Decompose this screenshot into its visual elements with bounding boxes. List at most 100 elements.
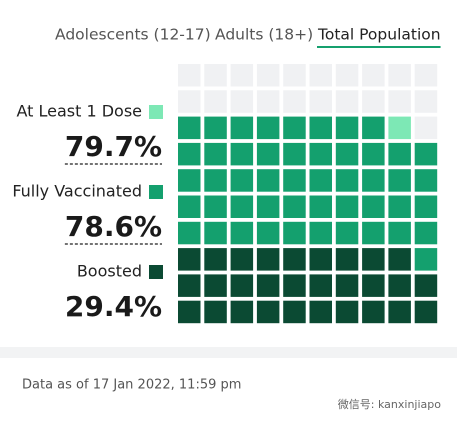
waffle-cell	[204, 195, 227, 218]
waffle-cell	[178, 221, 201, 245]
waffle-cell	[414, 195, 438, 218]
waffle-cell	[335, 221, 359, 245]
waffle-cell	[362, 116, 385, 140]
waffle-cell	[283, 169, 306, 192]
waffle-cell	[204, 221, 227, 245]
waffle-cell	[178, 142, 201, 166]
empty-cell	[335, 90, 359, 113]
waffle-cell	[230, 116, 254, 140]
waffle-cell	[388, 195, 411, 218]
empty-cell	[309, 90, 332, 113]
waffle-cell	[414, 142, 438, 166]
waffle-cell	[256, 195, 280, 218]
waffle-cell	[362, 300, 385, 324]
waffle-cell	[414, 248, 438, 271]
waffle-cell	[178, 300, 201, 324]
waffle-cell	[309, 142, 332, 166]
empty-cell	[309, 64, 332, 87]
waffle-cell	[204, 274, 227, 297]
empty-cell	[204, 64, 227, 87]
empty-cell	[204, 90, 227, 113]
waffle-cell	[388, 142, 411, 166]
waffle-cell	[362, 142, 385, 166]
waffle-cell	[335, 195, 359, 218]
waffle-cell	[256, 142, 280, 166]
value-label: 29.4%	[65, 290, 162, 323]
waffle-cell	[230, 142, 254, 166]
waffle-cell	[388, 300, 411, 324]
waffle-cell	[256, 221, 280, 245]
waffle-cell	[178, 195, 201, 218]
waffle-cell	[230, 248, 254, 271]
waffle-cell	[388, 169, 411, 192]
empty-cell	[256, 64, 280, 87]
waffle-cell	[335, 116, 359, 140]
empty-cell	[335, 64, 359, 87]
empty-cell	[283, 90, 306, 113]
legend-swatch	[149, 265, 163, 279]
waffle-cell	[283, 248, 306, 271]
waffle-cell	[309, 195, 332, 218]
waffle-cell	[388, 248, 411, 271]
empty-cell	[414, 116, 438, 140]
empty-cell	[388, 90, 411, 113]
waffle-cell	[178, 169, 201, 192]
tab[interactable]: Total Population	[317, 26, 441, 44]
waffle-cell	[204, 248, 227, 271]
empty-cell	[414, 90, 438, 113]
divider-band	[0, 347, 457, 358]
empty-cell	[388, 64, 411, 87]
waffle-cell	[204, 300, 227, 324]
waffle-cell	[256, 274, 280, 297]
series-label: Boosted	[77, 262, 142, 281]
empty-cell	[414, 64, 438, 87]
waffle-cell	[335, 300, 359, 324]
waffle-cell	[283, 195, 306, 218]
waffle-cell	[204, 142, 227, 166]
waffle-cell	[256, 116, 280, 140]
waffle-cell	[178, 274, 201, 297]
waffle-cell	[204, 116, 227, 140]
watermark: 微信号: kanxinjiapo	[338, 397, 441, 411]
empty-cell	[362, 90, 385, 113]
series-label: At Least 1 Dose	[16, 102, 142, 121]
waffle-cell	[388, 221, 411, 245]
waffle-cell	[335, 274, 359, 297]
waffle-cell	[362, 274, 385, 297]
waffle-cell	[362, 195, 385, 218]
footer-note: Data as of 17 Jan 2022, 11:59 pm	[22, 378, 241, 393]
tab[interactable]: Adults (18+)	[215, 26, 313, 44]
empty-cell	[256, 90, 280, 113]
waffle-cell	[362, 221, 385, 245]
waffle-cell	[414, 300, 438, 324]
empty-cell	[283, 64, 306, 87]
waffle-cell	[309, 274, 332, 297]
waffle-cell	[362, 169, 385, 192]
waffle-cell	[309, 169, 332, 192]
waffle-cell	[414, 221, 438, 245]
waffle-cell	[283, 221, 306, 245]
waffle-cell	[204, 169, 227, 192]
waffle-cell	[414, 169, 438, 192]
waffle-cell	[178, 116, 201, 140]
waffle-cell	[414, 274, 438, 297]
value-label: 78.6%	[65, 210, 162, 243]
waffle-cell	[283, 300, 306, 324]
series-label: Fully Vaccinated	[12, 182, 142, 201]
waffle-cell	[309, 248, 332, 271]
tab[interactable]: Adolescents (12-17)	[55, 26, 211, 44]
empty-cell	[178, 90, 201, 113]
waffle-cell	[309, 116, 332, 140]
empty-cell	[362, 64, 385, 87]
waffle-cell	[230, 195, 254, 218]
legend-swatch	[149, 105, 163, 119]
waffle-cell	[283, 274, 306, 297]
waffle-cell	[335, 142, 359, 166]
waffle-cell	[362, 248, 385, 271]
waffle-cell	[309, 300, 332, 324]
waffle-cell	[178, 248, 201, 271]
waffle-cell	[256, 169, 280, 192]
waffle-cell	[256, 300, 280, 324]
empty-cell	[178, 64, 201, 87]
